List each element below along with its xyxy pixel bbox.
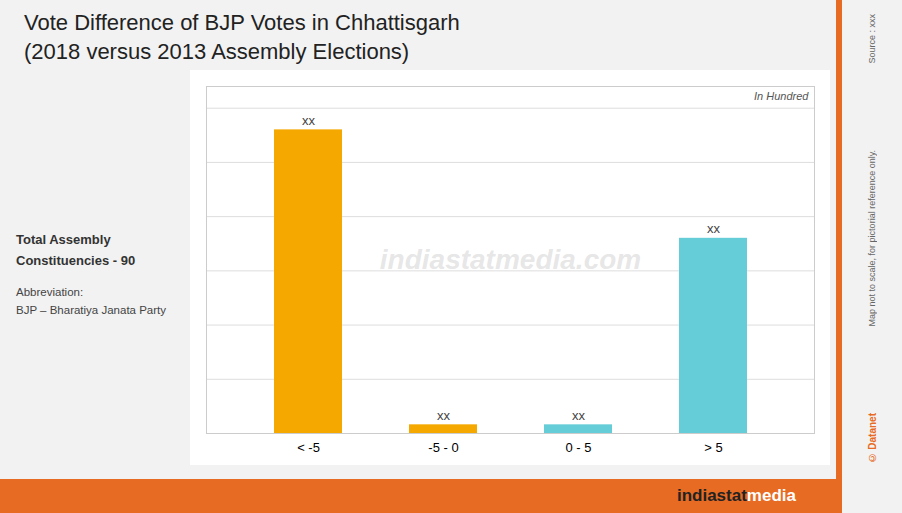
html-text:Total Assembly Constituencies: Total Assembly Constituencies - 90 [16, 232, 136, 268]
html-text:Abbreviation:: Abbreviation: [16, 285, 84, 298]
html-text:Source : xxx: Source : xxx [867, 14, 877, 64]
svg-text:indiastatmedia.com: indiastatmedia.com [380, 244, 641, 275]
svg-text:xx: xx [707, 221, 721, 236]
svg-text:In Hundred: In Hundred [754, 90, 809, 102]
svg-text:> 5: > 5 [704, 440, 722, 455]
html-text:Vote Difference of BJP Votes i: Vote Difference of BJP Votes in Chhattis… [24, 10, 460, 35]
svg-text:< -5: < -5 [297, 440, 320, 455]
html-text:Map not to scale, for pictoria: Map not to scale, for pictorial referenc… [867, 149, 877, 327]
html-text:indiastat media: indiastat media [677, 486, 796, 505]
html-text:(2018 versus 2013 Assembly Ele: (2018 versus 2013 Assembly Elections) [24, 39, 410, 64]
html-text:BJP – Bharatiya Janata Party: BJP – Bharatiya Janata Party [16, 303, 166, 316]
svg-text:xx: xx [302, 113, 316, 128]
svg-text:xx: xx [437, 408, 451, 423]
svg-text:-5 - 0: -5 - 0 [428, 440, 458, 455]
html-text:© Datanet: © Datanet [866, 412, 878, 463]
svg-text:xx: xx [572, 408, 586, 423]
svg-text:0 - 5: 0 - 5 [565, 440, 591, 455]
